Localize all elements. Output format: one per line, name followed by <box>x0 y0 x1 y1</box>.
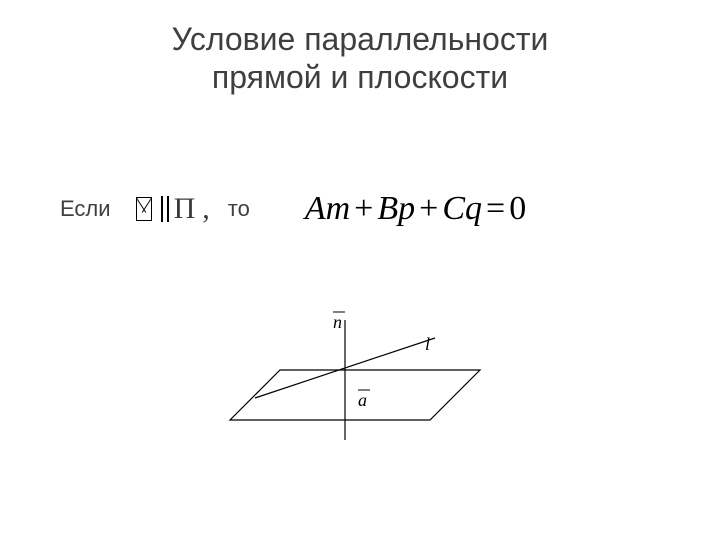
eq-plus-1: + <box>350 190 377 227</box>
title-line-2: прямой и плоскости <box>212 59 508 95</box>
eq-B: B <box>377 190 398 227</box>
eq-A: A <box>305 190 326 227</box>
title-line-1: Условие параллельности <box>172 21 549 57</box>
slide: Условие параллельности прямой и плоскост… <box>0 0 720 540</box>
eq-plus-2: + <box>415 190 442 227</box>
comma: , <box>202 192 210 226</box>
geometry-diagram: n a l <box>200 290 510 480</box>
l-label: l <box>425 334 430 354</box>
eq-C: C <box>442 190 465 227</box>
missing-glyph-icon <box>136 197 152 221</box>
parallel-expression: П , <box>136 192 210 226</box>
condition-row: Если П , то Am+Bp+Cq=0 <box>60 190 670 228</box>
plane-symbol: П <box>174 192 197 226</box>
if-label: Если <box>60 196 111 222</box>
equation: Am+Bp+Cq=0 <box>305 190 526 228</box>
eq-q: q <box>465 190 482 227</box>
slide-title: Условие параллельности прямой и плоскост… <box>0 20 720 97</box>
n-label: n <box>333 312 342 332</box>
eq-zero: 0 <box>509 190 526 227</box>
eq-p: p <box>398 190 415 227</box>
eq-m: m <box>326 190 351 227</box>
a-label: a <box>358 390 367 410</box>
parallel-icon <box>158 196 172 222</box>
plane-shape <box>230 370 480 420</box>
eq-equals: = <box>482 190 509 227</box>
then-label: то <box>228 196 250 222</box>
